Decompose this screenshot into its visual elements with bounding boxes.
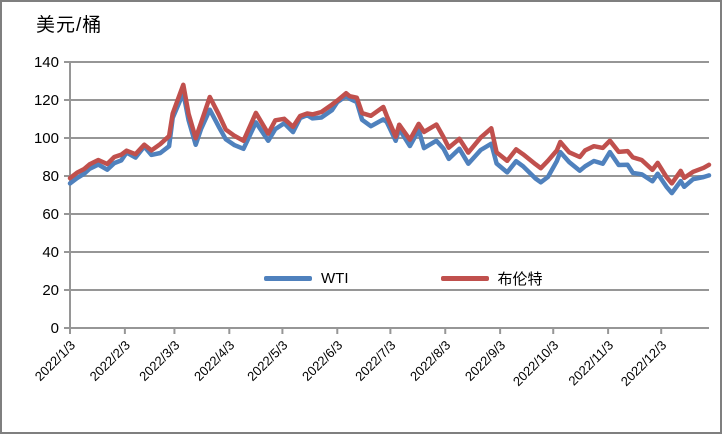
y-tick-label: 120 <box>34 92 59 109</box>
x-tick-label: 2022/3/3 <box>136 338 182 384</box>
x-tick-label: 2022/2/3 <box>87 338 133 384</box>
y-tick-label: 100 <box>34 130 59 147</box>
legend-swatch-icon <box>264 276 312 281</box>
legend-swatch-icon <box>440 276 489 281</box>
x-tick-label: 2022/9/3 <box>462 338 508 384</box>
x-tick-label: 2022/4/3 <box>191 338 237 384</box>
legend-item-wti: WTI <box>264 270 349 287</box>
series-lines <box>67 82 712 196</box>
x-tick-label: 2022/6/3 <box>299 338 345 384</box>
axes <box>64 61 709 334</box>
x-tick-label: 2022/7/3 <box>352 338 398 384</box>
x-tick-label: 2022/1/3 <box>32 338 78 384</box>
x-tick-label: 2022/8/3 <box>407 338 453 384</box>
y-tick-label: 80 <box>42 168 59 185</box>
y-tick-label: 60 <box>42 206 59 223</box>
series-line-brent <box>67 82 712 186</box>
legend-label: WTI <box>321 270 349 287</box>
legend-label: 布伦特 <box>497 271 543 288</box>
x-tick-label: 2022/12/3 <box>618 338 670 390</box>
legend-item-brent: 布伦特 <box>440 268 543 289</box>
y-tick-label: 20 <box>42 282 59 299</box>
x-tick-label: 2022/5/3 <box>244 338 290 384</box>
chart-title: 美元/桶 <box>36 15 103 36</box>
y-tick-label: 0 <box>51 320 59 337</box>
y-tick-label: 40 <box>42 244 59 261</box>
chart-legend: WTI 布伦特 <box>264 268 543 289</box>
y-tick-label: 140 <box>34 54 59 71</box>
x-tick-label: 2022/11/3 <box>565 338 616 389</box>
axis-labels: 0 20 40 60 80 100 120 140 2022/1/3 2022/2/3 2022/3… <box>32 54 670 389</box>
x-tick-label: 2022/10/3 <box>510 338 562 390</box>
